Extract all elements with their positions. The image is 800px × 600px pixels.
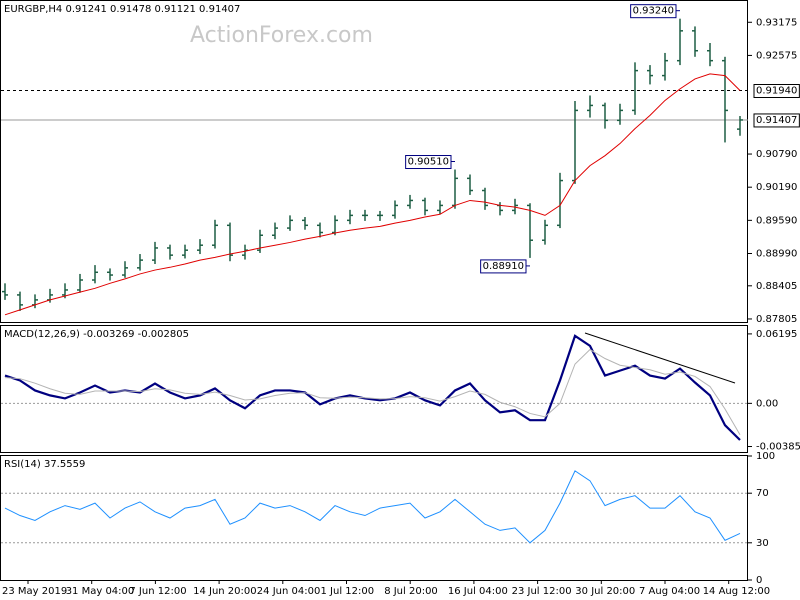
y-tick-label: 0.92575 [756, 50, 797, 61]
y-tick-label: 30 [756, 538, 769, 549]
y-tick-label: 0.90190 [756, 182, 797, 193]
macd-panel [0, 325, 748, 453]
indicator-line [4, 470, 741, 544]
x-tick-label: 24 Jun 04:00 [257, 586, 321, 597]
y-tick-label: 100 [756, 451, 775, 462]
y-tick-label: 0.88990 [756, 248, 797, 259]
x-tick-label: 1 Jul 12:00 [321, 586, 375, 597]
x-tick-label: 23 May 2019 [2, 586, 67, 597]
panel-title: EURGBP,H4 0.91241 0.91478 0.91121 0.9140… [4, 4, 240, 15]
x-tick-label: 14 Aug 12:00 [703, 586, 770, 597]
value-box-label: 0.93240 [633, 6, 674, 17]
y-tick-label: 0.89590 [756, 215, 797, 226]
y-tick-label: -0.003851 [756, 442, 800, 453]
y-tick-label: 0.87805 [756, 314, 797, 325]
x-tick-label: 31 May 04:00 [66, 586, 135, 597]
value-box [753, 84, 800, 99]
trend-line [584, 332, 736, 384]
value-box-label: 0.91407 [756, 115, 797, 126]
y-tick-label: 0.88405 [756, 281, 797, 292]
value-box [753, 113, 800, 128]
value-box [480, 259, 527, 274]
y-tick-label: 0.93175 [756, 17, 797, 28]
value-box-label: 0.90510 [408, 157, 449, 168]
x-tick-label: 8 Jul 20:00 [384, 586, 438, 597]
panel-title: RSI(14) 37.5559 [4, 459, 85, 470]
x-tick-label: 30 Jul 20:00 [575, 586, 635, 597]
x-tick-label: 23 Jul 12:00 [512, 586, 572, 597]
value-box [630, 4, 677, 19]
x-tick-label: 7 Aug 04:00 [639, 586, 700, 597]
x-tick-label: 14 Jun 20:00 [193, 586, 257, 597]
y-tick-label: 0 [756, 575, 762, 586]
value-box-label: 0.91940 [756, 86, 797, 97]
y-tick-label: 0.06195 [756, 329, 797, 340]
x-tick-label: 16 Jul 04:00 [448, 586, 508, 597]
value-box [405, 155, 452, 170]
y-tick-label: 70 [756, 488, 769, 499]
indicator-line [4, 348, 741, 436]
indicator-line [4, 334, 741, 441]
rsi-panel [0, 455, 748, 581]
value-box-label: 0.88910 [483, 261, 524, 272]
moving-average [4, 73, 741, 316]
panel-title: MACD(12,26,9) -0.003269 -0.002805 [4, 329, 189, 340]
watermark: ActionForex.com [190, 23, 373, 48]
y-tick-label: 0.00 [756, 398, 778, 409]
price-panel [0, 0, 748, 323]
y-tick-label: 0.90790 [756, 149, 797, 160]
x-tick-label: 7 Jun 12:00 [129, 586, 186, 597]
